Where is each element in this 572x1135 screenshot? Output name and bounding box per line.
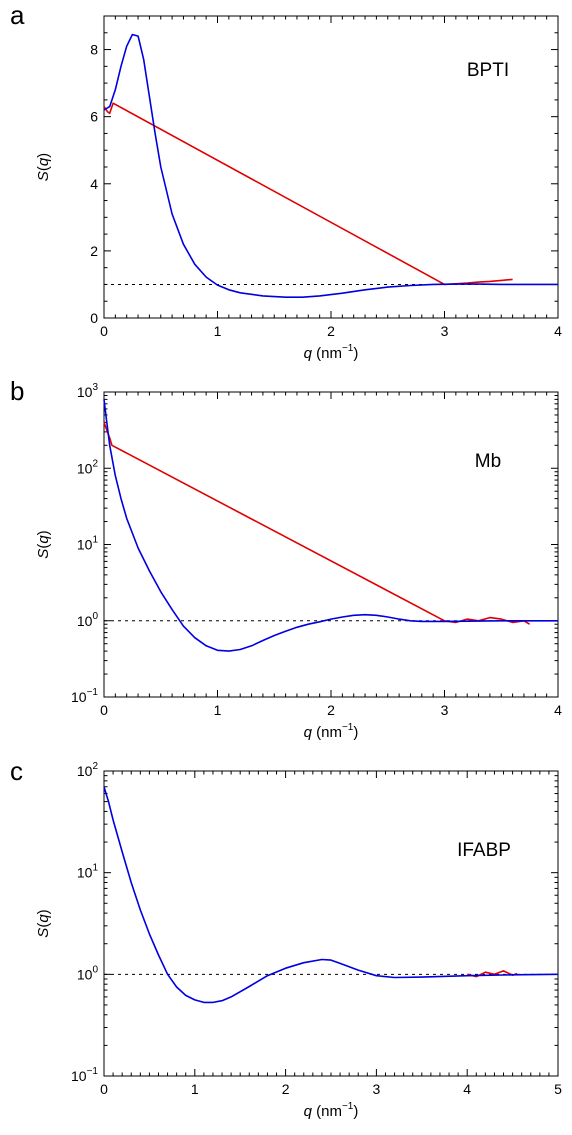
y-axis-label: S(q) (35, 530, 52, 558)
y-tick-label: 10−1 (71, 687, 98, 705)
series-line-red (103, 102, 513, 286)
x-tick-label: 1 (191, 1081, 199, 1097)
panel-a: a 0 1 2 3 4 0 2 4 6 8 BPTI q (nm−1) S(q) (10, 0, 562, 362)
y-tick-label: 0 (90, 310, 98, 326)
y-axis-label: S(q) (35, 153, 52, 181)
panel-letter: c (10, 756, 23, 786)
x-tick-label: 2 (327, 323, 335, 339)
series-line-blue (103, 786, 559, 1004)
y-tick-label: 4 (90, 176, 98, 192)
y-tick-label: 101 (77, 863, 99, 881)
panel-b: b 0 1 2 3 4 10−1 100 101 102 103 Mb q (nm−1) S(q) (10, 376, 562, 741)
x-tick-label: 2 (282, 1081, 290, 1097)
y-tick-label: 2 (90, 243, 98, 259)
y-tick-label: 100 (77, 611, 99, 629)
x-axis-label: q (nm−1) (304, 1101, 359, 1120)
series-line-blue (103, 399, 558, 652)
protein-label: IFABP (457, 840, 511, 861)
y-axis-label: S(q) (35, 909, 52, 937)
x-tick-label: 0 (100, 323, 108, 339)
x-tick-label: 4 (554, 323, 562, 339)
x-tick-label: 1 (214, 702, 222, 718)
y-tick-label: 103 (77, 382, 99, 400)
plot-frame (103, 770, 559, 1077)
x-tick-label: 5 (554, 1081, 562, 1097)
x-tick-label: 3 (441, 323, 449, 339)
x-tick-label: 3 (441, 702, 449, 718)
y-tick-label: 10−1 (71, 1066, 98, 1084)
panel-letter: b (10, 376, 24, 406)
y-tick-label: 102 (77, 458, 99, 476)
x-tick-label: 4 (554, 702, 562, 718)
x-tick-label: 1 (214, 323, 222, 339)
x-tick-label: 3 (373, 1081, 381, 1097)
y-tick-label: 101 (77, 535, 99, 553)
x-tick-label: 0 (100, 702, 108, 718)
y-tick-label: 102 (77, 761, 99, 779)
x-axis-label: q (nm−1) (304, 722, 359, 741)
protein-label: Mb (475, 451, 501, 472)
y-tick-label: 6 (90, 109, 98, 125)
x-axis-label: q (nm−1) (304, 343, 359, 362)
plot-frame (103, 391, 559, 698)
x-tick-label: 4 (463, 1081, 471, 1097)
series-line-blue (103, 33, 558, 299)
panel-letter: a (10, 0, 25, 30)
x-tick-label: 2 (327, 702, 335, 718)
protein-label: BPTI (467, 60, 509, 81)
panel-c: c 0 1 2 3 4 5 10−1 100 101 102 IFABP q (nm−1) S(q) (10, 756, 562, 1120)
y-tick-label: 8 (90, 42, 98, 58)
x-tick-label: 0 (100, 1081, 108, 1097)
series-line-red (103, 422, 531, 625)
y-tick-label: 100 (77, 964, 99, 982)
